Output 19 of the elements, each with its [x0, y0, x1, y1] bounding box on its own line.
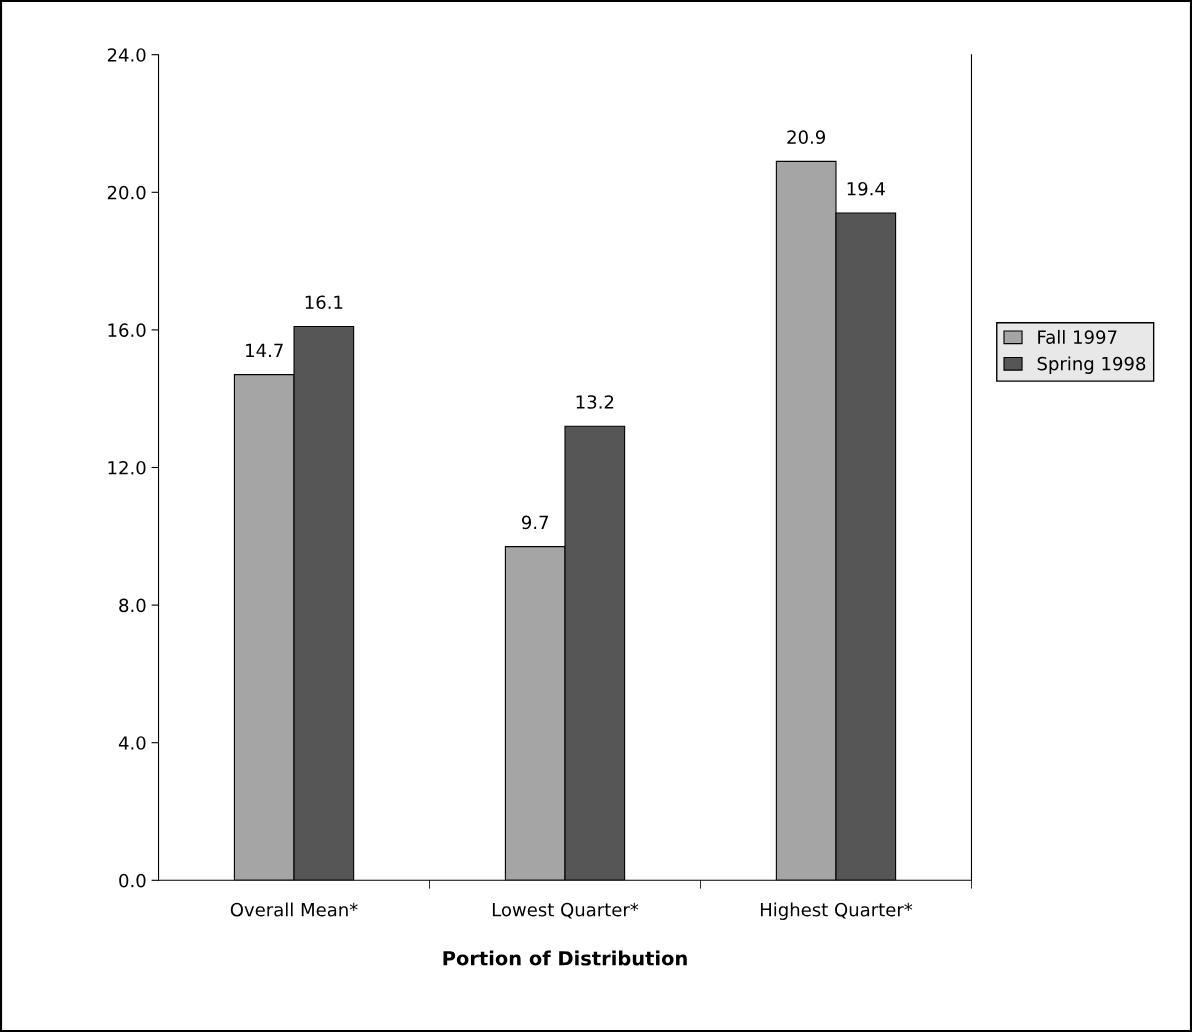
data-label: 14.7	[246, 343, 283, 357]
data-label: 19.4	[847, 181, 885, 196]
data-label: 9.7	[521, 515, 549, 530]
x-tick-label: Highest Quarter*	[760, 902, 913, 920]
y-tick-label: 0.0	[119, 873, 146, 888]
y-tick-label: 24.0	[107, 48, 146, 62]
y-tick-label: 4.0	[118, 736, 146, 750]
data-label: 20.9	[787, 130, 826, 144]
legend-label: Spring 1998	[1037, 356, 1146, 374]
y-tick-label: 8.0	[119, 598, 146, 613]
legend-label: Fall 1997	[1038, 329, 1117, 344]
data-label: 13.2	[576, 395, 614, 409]
y-tick-label: 12.0	[108, 460, 146, 475]
x-tick-label: Overall Mean*	[230, 902, 358, 917]
y-tick-label: 16.0	[108, 323, 146, 338]
x-axis-title: Portion of Distribution	[443, 950, 687, 966]
y-tick-label: 20.0	[107, 185, 146, 200]
data-label: 16.1	[305, 295, 343, 310]
x-tick-label: Lowest Quarter*	[492, 902, 639, 919]
